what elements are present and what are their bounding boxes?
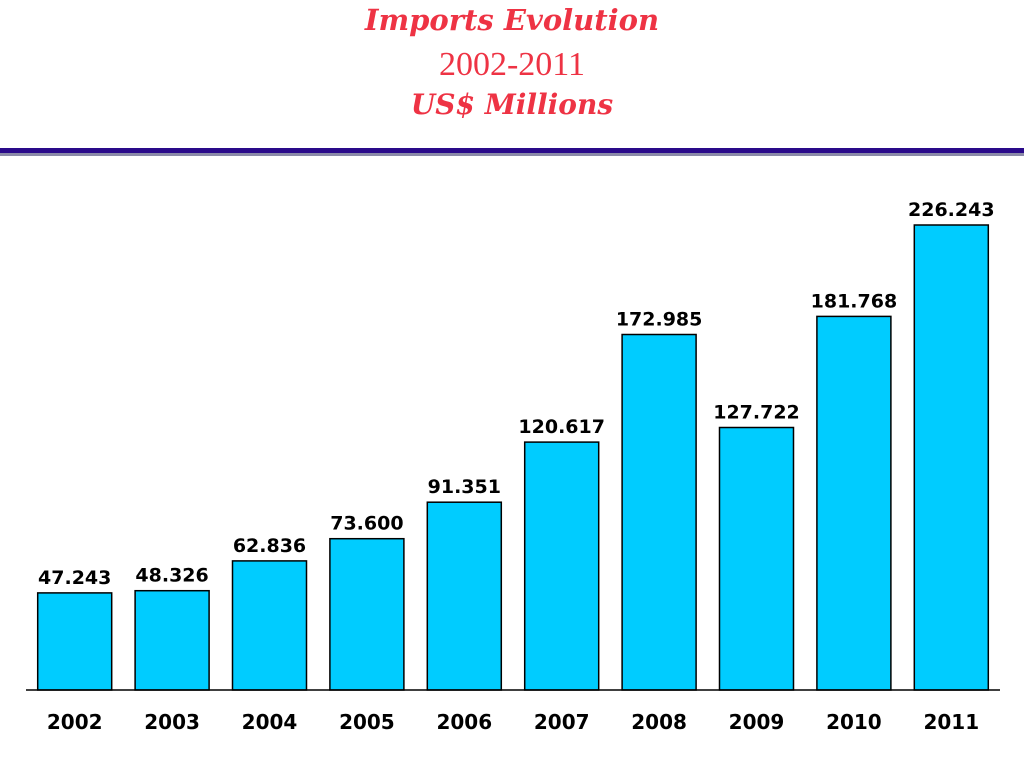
value-label-2009: 127.722 [713, 402, 800, 424]
x-tick-label-2003: 2003 [144, 710, 200, 734]
bar-2002 [36, 592, 113, 691]
value-label-2002: 47.243 [38, 567, 111, 589]
x-tick-label-2006: 2006 [436, 710, 492, 734]
x-tick-label-2002: 2002 [47, 710, 103, 734]
bar-2008 [621, 333, 697, 691]
x-tick-label-2005: 2005 [339, 710, 395, 734]
chart-subtitle: 2002-2011 [438, 46, 586, 83]
bar-2004 [231, 560, 308, 691]
x-tick-label-2009: 2009 [729, 710, 785, 734]
bar-2010 [816, 315, 892, 691]
x-tick-label-2008: 2008 [631, 710, 687, 734]
x-tick-label-2007: 2007 [534, 710, 590, 734]
value-label-2003: 48.326 [135, 565, 208, 587]
title-divider [0, 148, 1024, 156]
bars-group [36, 224, 990, 691]
value-label-2004: 62.836 [233, 535, 306, 557]
bar-2007 [523, 441, 600, 691]
value-label-2011: 226.243 [908, 199, 995, 221]
bar-2009 [718, 426, 795, 691]
value-label-2006: 91.351 [428, 476, 501, 498]
value-label-2005: 73.600 [330, 513, 403, 535]
value-label-2007: 120.617 [518, 416, 605, 438]
chart-unit-label: US$ Millions [410, 88, 614, 121]
bar-2011 [913, 224, 990, 691]
bar-2003 [134, 589, 210, 691]
x-tick-label-2010: 2010 [826, 710, 882, 734]
value-label-2008: 172.985 [616, 309, 703, 331]
value-label-2010: 181.768 [811, 290, 898, 312]
x-tick-label-2004: 2004 [242, 710, 298, 734]
x-tick-label-2011: 2011 [923, 710, 979, 734]
labels-group: 47.243 2002 48.326 2003 62.836 2004 73.600 2005… [38, 199, 995, 734]
bar-2005 [329, 537, 405, 691]
chart-title: Imports Evolution [364, 3, 660, 37]
bar-2006 [426, 501, 503, 691]
